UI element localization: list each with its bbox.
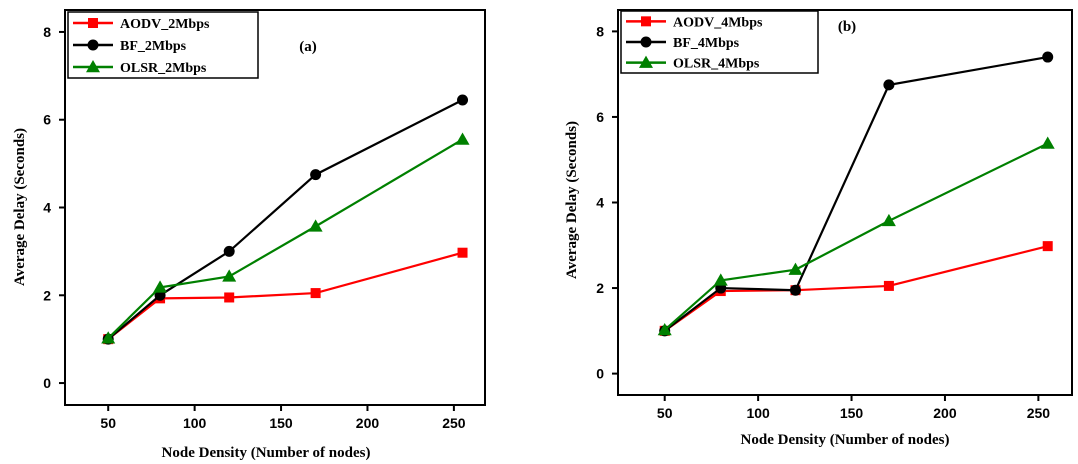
panel-1-series-2-point	[310, 169, 322, 181]
panel-2-y-tick-label: 6	[596, 109, 604, 125]
panel-2-legend-label-2: BF_4Mbps	[673, 36, 740, 51]
panel-2-series-3-point	[657, 322, 672, 336]
panel-2-x-tick-label: 150	[840, 405, 864, 421]
panel-1-series-1-point	[310, 288, 321, 299]
panel-2-legend-label-3: OLSR_4Mbps	[673, 57, 760, 72]
panel-2-series-3-point	[788, 262, 803, 275]
panel-1-series-3-line	[107, 138, 464, 340]
panel-1-legend-label-3: OLSR_2Mbps	[120, 61, 207, 76]
panel-2-series-3-point	[713, 273, 728, 286]
panel-1-x-tick-label: 200	[356, 415, 380, 431]
panel-2-series-1-point	[883, 280, 894, 291]
panel-1-x-axis-label: Node Density (Number of nodes)	[162, 445, 371, 461]
panel-1-x-tick-label: 250	[442, 415, 466, 431]
panel-2-legend-marker-2	[640, 36, 652, 48]
panel-1-legend-marker-3	[86, 60, 100, 73]
panel-1-y-axis-label: Average Delay (Seconds)	[12, 128, 28, 286]
panel-2-y-tick-label: 0	[596, 366, 604, 382]
panel-1-y-tick-label: 6	[43, 112, 51, 128]
panel-1-legend-marker-2	[87, 39, 99, 51]
panel-1-legend-label-2: BF_2Mbps	[120, 39, 187, 54]
panel-1-series-3-point	[308, 219, 323, 232]
panel-2-legend-marker-3	[639, 55, 653, 68]
panel-2-series-2-point	[789, 284, 801, 296]
panel-2-y-tick-label: 4	[596, 195, 604, 211]
panel-1-series-3-point	[455, 132, 470, 145]
panel-1-series-1-point	[224, 292, 235, 303]
panel-2-series-2-point	[1042, 51, 1054, 63]
panel-1-x-tick-label: 50	[100, 415, 116, 431]
panel-2-legend-marker-1	[641, 16, 651, 27]
panel-1-panel-label: (a)	[299, 39, 317, 55]
panel-2-y-tick-label: 2	[596, 280, 604, 296]
panel-2-y-axis-label: Average Delay (Seconds)	[564, 121, 580, 279]
panel-2-x-tick-label: 50	[657, 405, 673, 421]
panel-1-series-3-point	[153, 280, 168, 293]
panel-2-series-2-point	[883, 79, 895, 91]
panel-1-series-1-point	[457, 247, 468, 258]
panel-2-series-3-line	[663, 142, 1049, 331]
panel-2-x-tick-label: 200	[933, 405, 957, 421]
panel-1-y-tick-label: 4	[43, 200, 51, 216]
panel-1-x-tick-label: 100	[183, 415, 207, 431]
panel-2-legend-label-1: AODV_4Mbps	[673, 15, 763, 30]
panel-2-x-axis-label: Node Density (Number of nodes)	[741, 432, 950, 448]
panel-1-series-3-point	[101, 331, 116, 344]
panel-2-series-3-point	[1040, 136, 1055, 149]
panel-2-x-tick-label: 100	[746, 405, 770, 421]
panel-1-series-2-point	[223, 245, 235, 257]
panel-2-y-tick-label: 8	[596, 23, 604, 39]
panel-1-y-tick-label: 0	[43, 375, 51, 391]
panel-2-x-tick-label: 250	[1027, 405, 1051, 421]
panel-2-series-3-point	[881, 213, 896, 227]
panel-2-panel-label: (b)	[838, 19, 856, 35]
panel-1-y-tick-label: 8	[43, 24, 51, 40]
panel-1-y-tick-label: 2	[43, 287, 51, 303]
panel-1-series-2-point	[457, 94, 469, 106]
panel-1-legend-marker-1	[88, 18, 98, 28]
panel-2-series-1-point	[1042, 241, 1053, 252]
panel-1-legend-label-1: AODV_2Mbps	[120, 17, 210, 32]
panel-1-x-tick-label: 150	[269, 415, 293, 431]
panel-1-series-3-point	[222, 269, 237, 282]
